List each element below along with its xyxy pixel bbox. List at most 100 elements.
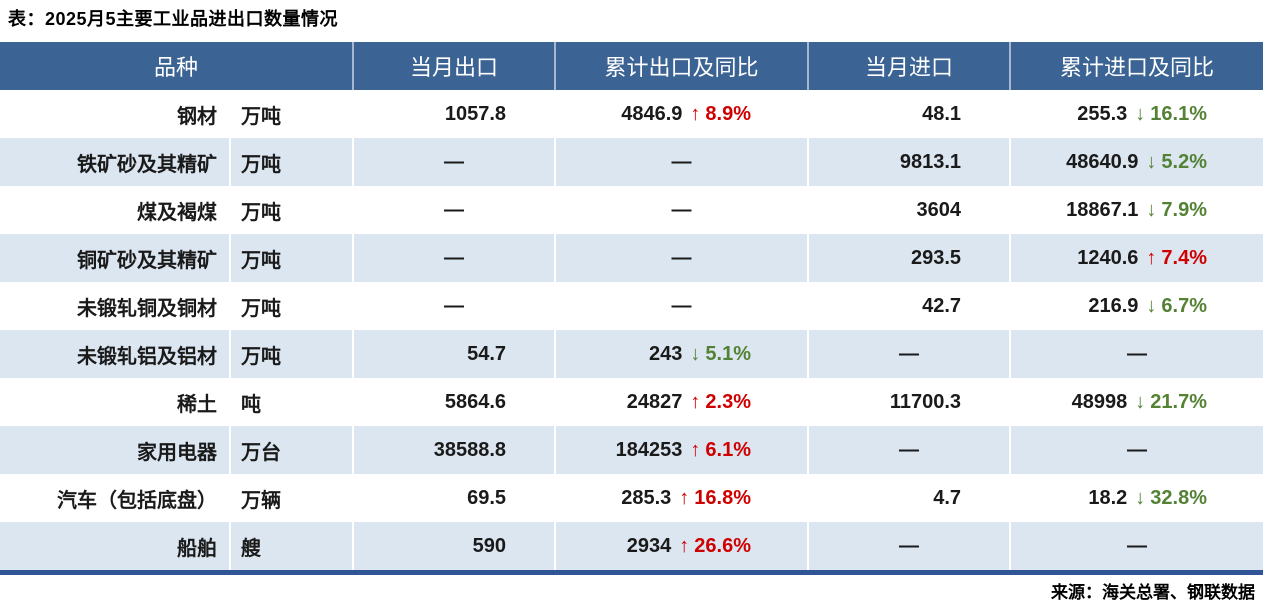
cumulative-export-cell: 2934 ↑ 26.6% [554, 522, 809, 573]
table-row: 煤及褐煤 万吨 — —3604 18867.1 ↓ 7.9% [0, 186, 1263, 234]
product-name: 铁矿砂及其精矿 [0, 138, 230, 186]
cumulative-value: 285.3 [621, 486, 672, 509]
yoy-percent: 16.1% [1150, 102, 1208, 125]
yoy-percent: 2.3% [705, 390, 752, 413]
product-name: 稀土 [177, 393, 217, 416]
table-row: 钢材 万吨 1057.8 4846.9 ↑ 8.9% 48.1 255.3 ↓ 16.1% [0, 90, 1263, 138]
table-row: 船舶艘 590 2934 ↑ 26.6% — — [0, 522, 1263, 573]
month-export-value: — [352, 138, 556, 186]
month-export-value: 590 [352, 522, 556, 573]
table-row: 汽车（包括底盘） 万辆 69.5 285.3 ↑ 16.8% 4.7 18.2 ↓ 32.8% [0, 474, 1263, 522]
month-export-value: — [352, 234, 556, 282]
yoy-percent: 21.7% [1150, 390, 1208, 413]
cumulative-import-cell: 48640.9 ↓ 5.2% [1009, 138, 1263, 186]
cumulative-export-cell: — [554, 234, 809, 282]
table-title: 表：2025月5主要工业品进出口数量情况 [8, 9, 339, 29]
table-body: 钢材 万吨 1057.8 4846.9 ↑ 8.9% 48.1 255.3 ↓ 16.1% 铁矿砂及… [0, 90, 1263, 573]
month-import-value: — [807, 330, 1011, 378]
col-header-product: 品种 [0, 42, 354, 90]
cumulative-value: 255.3 [1077, 102, 1128, 125]
product-name: 家用电器 [0, 426, 230, 474]
down-arrow-icon: ↓ [1146, 150, 1157, 173]
month-export-value: 38588.8 [352, 426, 556, 474]
cumulative-value: 243 [649, 342, 683, 365]
col-header-month-export: 当月出口 [352, 42, 556, 90]
month-export-value: 5864.6 [352, 378, 556, 426]
cumulative-import-cell: — [1009, 330, 1263, 378]
month-export-value: 54.7 [352, 330, 556, 378]
cumulative-value: 18.2 [1088, 486, 1128, 509]
down-arrow-icon: ↓ [1135, 102, 1146, 125]
up-arrow-icon: ↑ [679, 486, 690, 509]
source-note: 来源：海关总署、钢联数据 [1051, 583, 1255, 602]
yoy-percent: 8.9% [705, 102, 752, 125]
table-header-row: 品种 当月出口 累计出口及同比 当月进口 累计进口及同比 [0, 42, 1263, 90]
cumulative-import-cell: 255.3 ↓ 16.1% [1009, 90, 1263, 138]
col-header-cum-export: 累计出口及同比 [554, 42, 809, 90]
month-import-value: 293.5 [807, 234, 1011, 282]
product-unit: 万辆 [228, 474, 354, 522]
cumulative-value: 184253 [615, 438, 683, 461]
yoy-percent: 6.1% [705, 438, 752, 461]
up-arrow-icon: ↑ [690, 438, 701, 461]
yoy-percent: 32.8% [1150, 486, 1208, 509]
table-row: 铜矿砂及其精矿 万吨 — —293.5 1240.6 ↑ 7.4% [0, 234, 1263, 282]
month-import-value: 48.1 [807, 90, 1011, 138]
yoy-percent: 7.9% [1161, 198, 1208, 221]
cumulative-import-cell: — [1009, 522, 1263, 573]
month-import-value: 3604 [807, 186, 1011, 234]
cumulative-export-cell: 184253 ↑ 6.1% [554, 426, 809, 474]
down-arrow-icon: ↓ [1146, 294, 1157, 317]
cumulative-import-cell: — [1009, 426, 1263, 474]
month-import-value: — [807, 426, 1011, 474]
up-arrow-icon: ↑ [690, 390, 701, 413]
cumulative-value: 2934 [626, 534, 672, 557]
cumulative-import-cell: 18867.1 ↓ 7.9% [1009, 186, 1263, 234]
cumulative-value: 18867.1 [1066, 198, 1139, 221]
table-row: 未锻轧铝及铝材 万吨 54.7 243 ↓ 5.1% — — [0, 330, 1263, 378]
product-name: 未锻轧铜及铜材 [77, 297, 217, 320]
product-unit: 万吨 [228, 186, 354, 234]
cumulative-import-cell: 18.2 ↓ 32.8% [1009, 474, 1263, 522]
cumulative-value: 48998 [1071, 390, 1128, 413]
down-arrow-icon: ↓ [690, 342, 701, 365]
yoy-percent: 6.7% [1161, 294, 1208, 317]
product-name: 铜矿砂及其精矿 [0, 234, 230, 282]
product-name: 汽车（包括底盘） [57, 489, 217, 512]
cumulative-export-cell: 285.3 ↑ 16.8% [554, 474, 809, 522]
product-unit: 万吨 [228, 282, 354, 330]
yoy-percent: 26.6% [694, 534, 752, 557]
product-name: 钢材 [177, 105, 217, 128]
up-arrow-icon: ↑ [690, 102, 701, 125]
down-arrow-icon: ↓ [1135, 486, 1146, 509]
product-name: 未锻轧铝及铝材 [0, 330, 230, 378]
month-export-value: — [352, 186, 556, 234]
product-unit: 万吨 [228, 90, 354, 138]
product-unit: 万吨 [228, 234, 354, 282]
cumulative-export-cell: — [554, 138, 809, 186]
yoy-percent: 5.1% [705, 342, 752, 365]
cumulative-value: 1240.6 [1077, 246, 1139, 269]
month-import-value: — [807, 522, 1011, 573]
col-header-month-import: 当月进口 [807, 42, 1011, 90]
cumulative-export-cell: — [554, 282, 809, 330]
product-unit: 艘 [228, 522, 354, 573]
cumulative-import-cell: 1240.6 ↑ 7.4% [1009, 234, 1263, 282]
cumulative-import-cell: 216.9 ↓ 6.7% [1009, 282, 1263, 330]
yoy-percent: 7.4% [1161, 246, 1208, 269]
cumulative-export-cell: 4846.9 ↑ 8.9% [554, 90, 809, 138]
month-export-value: 69.5 [352, 474, 556, 522]
cumulative-export-cell: 24827 ↑ 2.3% [554, 378, 809, 426]
cumulative-value: 4846.9 [621, 102, 683, 125]
table-row: 未锻轧铜及铜材 万吨 — —42.7 216.9 ↓ 6.7% [0, 282, 1263, 330]
table-row: 稀土吨 5864.6 24827 ↑ 2.3% 11700.3 48998 ↓ 21.7% [0, 378, 1263, 426]
product-name: 船舶 [0, 522, 230, 573]
month-import-value: 9813.1 [807, 138, 1011, 186]
month-export-value: — [352, 282, 556, 330]
yoy-percent: 5.2% [1161, 150, 1208, 173]
month-import-value: 42.7 [807, 282, 1011, 330]
cumulative-value: 24827 [626, 390, 683, 413]
yoy-percent: 16.8% [694, 486, 752, 509]
month-import-value: 4.7 [807, 474, 1011, 522]
